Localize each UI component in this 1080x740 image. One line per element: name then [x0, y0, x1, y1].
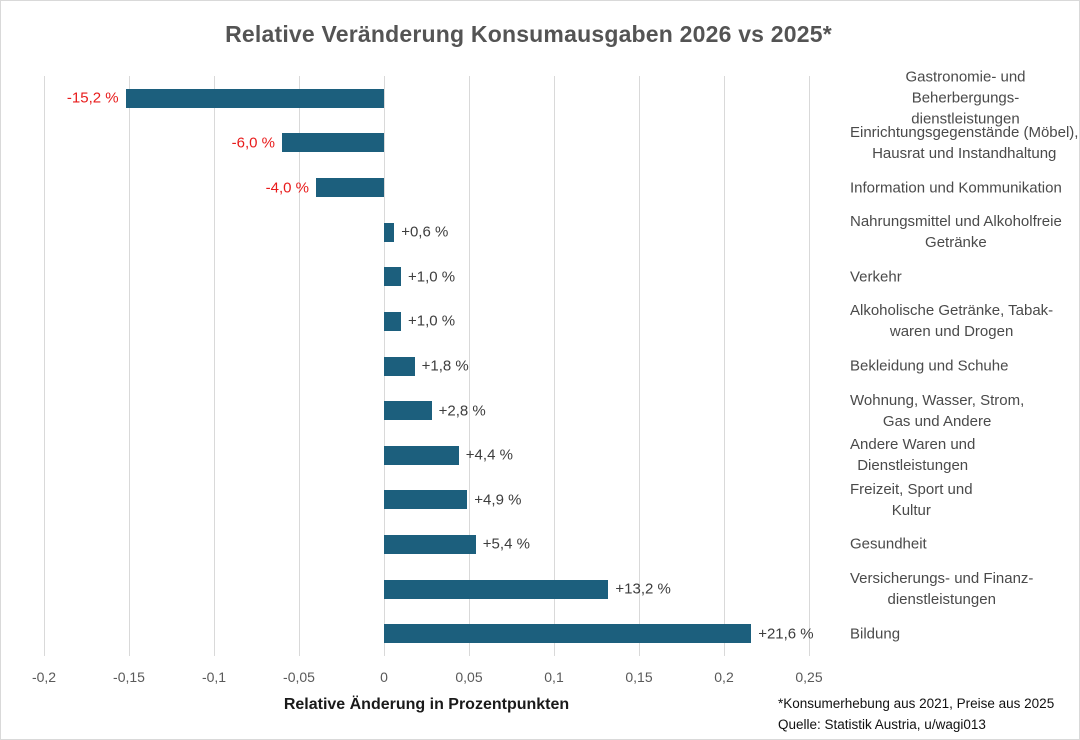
category-labels-column: Gastronomie- und Beherbergungs- dienstle…	[850, 69, 1079, 656]
category-label: Wohnung, Wasser, Strom, Gas und Andere	[850, 391, 1025, 430]
category-label: Nahrungsmittel und Alkoholfreie Getränke	[850, 213, 1062, 252]
x-tick-label: -0,2	[31, 669, 57, 685]
bar	[384, 534, 476, 554]
category-label: Alkoholische Getränke, Tabak- waren und …	[850, 302, 1054, 341]
category-label: Verkehr	[850, 268, 902, 286]
gridline	[553, 76, 555, 656]
bar	[384, 624, 752, 644]
category-label: Gastronomie- und Beherbergungs- dienstle…	[905, 68, 1026, 128]
bar-value-label: +21,6 %	[758, 625, 814, 643]
bar-value-label: +4,4 %	[465, 446, 513, 464]
bar	[384, 311, 401, 331]
bar	[384, 490, 468, 510]
gridline	[213, 76, 215, 656]
x-axis-title: Relative Änderung in Prozentpunkten	[283, 696, 570, 713]
category-label: Bekleidung und Schuhe	[850, 357, 1009, 375]
bar-value-label: +1,0 %	[408, 268, 456, 286]
bar	[384, 401, 432, 421]
footnote: *Konsumerhebung aus 2021, Preise aus 202…	[778, 693, 1054, 735]
category-label: Versicherungs- und Finanz- dienstleistun…	[850, 570, 1034, 609]
x-axis-tick-row: -0,2 -0,15 -0,1 -0,05 0 0,05 0,1 0,15 0,2 0,25	[32, 669, 823, 689]
gridline	[468, 76, 470, 656]
bar-value-label: +0,6 %	[401, 223, 449, 241]
plot-area: -15,2 % -6,0 % -4,0 % +0,6 % +1,0 % +1,0 % +1,…	[43, 76, 814, 656]
gridline	[808, 76, 810, 656]
x-tick-label: 0,15	[625, 669, 653, 685]
gridline	[723, 76, 725, 656]
bar-value-label: -6,0 %	[231, 134, 275, 152]
chart-title: Relative Veränderung Konsumausgaben 2026…	[225, 21, 832, 47]
bar-value-label: +1,8 %	[421, 357, 469, 375]
x-tick-label: 0,25	[795, 669, 823, 685]
category-label: Bildung	[850, 625, 901, 643]
bar	[384, 356, 415, 376]
category-label: Gesundheit	[850, 535, 927, 553]
bar	[384, 267, 401, 287]
x-tick-label: 0,05	[455, 669, 483, 685]
x-tick-label: 0,1	[544, 669, 564, 685]
gridline	[638, 76, 640, 656]
bar	[316, 178, 384, 198]
x-tick-label: -0,15	[113, 669, 145, 685]
bar-value-label: +4,9 %	[474, 491, 522, 509]
bar	[384, 579, 609, 599]
footnote-line-1: *Konsumerhebung aus 2021, Preise aus 202…	[778, 696, 1055, 711]
x-tick-label: 0,2	[714, 669, 734, 685]
gridline	[128, 76, 130, 656]
bar	[282, 133, 384, 153]
bar	[384, 445, 459, 465]
x-tick-label: 0	[380, 669, 388, 685]
bar	[384, 222, 395, 242]
x-tick-label: -0,05	[283, 669, 315, 685]
bar-value-label: +2,8 %	[438, 402, 486, 420]
x-tick-label: -0,1	[201, 669, 227, 685]
bar-value-label: +5,4 %	[482, 535, 530, 553]
footnote-line-2: Quelle: Statistik Austria, u/wagi013	[778, 717, 986, 732]
bar	[125, 88, 384, 108]
gridline	[298, 76, 300, 656]
bar-value-label: -15,2 %	[66, 89, 119, 107]
category-label: Andere Waren und Dienstleistungen	[850, 436, 976, 475]
category-label: Einrichtungsgegenstände (Möbel), Hausrat…	[850, 123, 1079, 162]
bar-value-label: -4,0 %	[265, 179, 309, 197]
bar-value-label: +13,2 %	[615, 580, 671, 598]
category-label: Information und Kommunikation	[850, 179, 1062, 197]
bar-value-label: +1,0 %	[408, 312, 456, 330]
category-label: Freizeit, Sport und Kultur	[850, 480, 973, 519]
gridline	[43, 76, 45, 656]
